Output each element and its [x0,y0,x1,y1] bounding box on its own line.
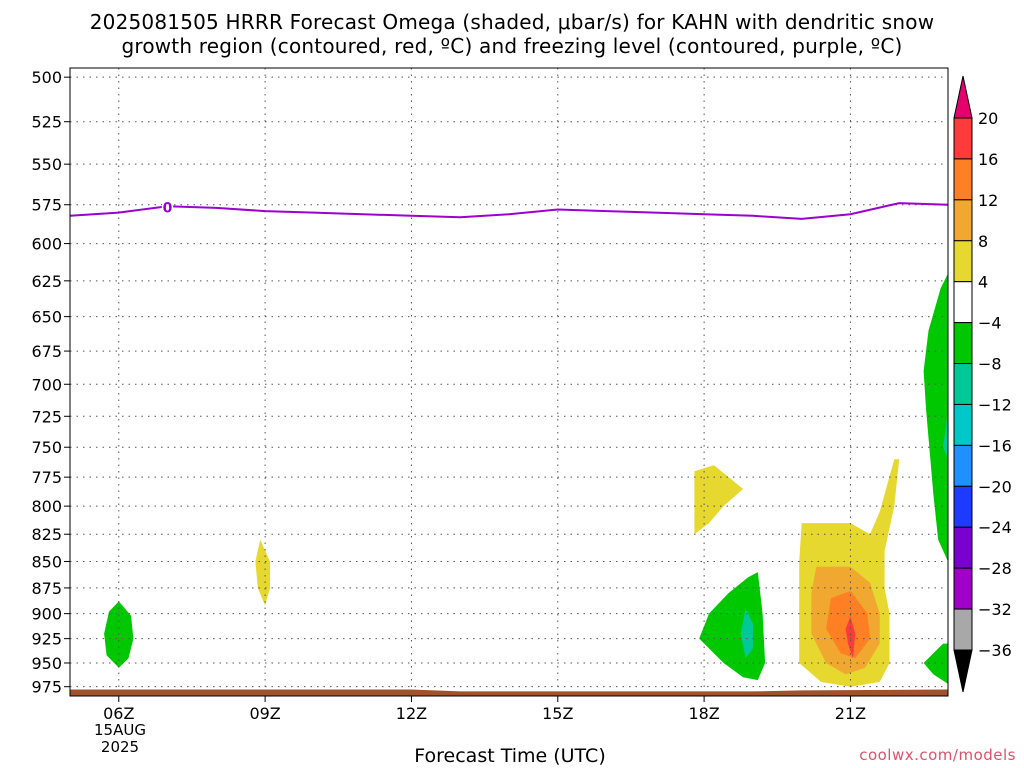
y-tick-label: 575 [31,196,62,215]
colorbar-label: −28 [978,559,1012,578]
colorbar-bottom-arrow [953,649,973,693]
y-tick-label: 525 [31,113,62,132]
y-tick-label: 800 [31,497,62,516]
colorbar-label: −12 [978,395,1012,414]
omega-region-yellow-0900 [255,539,270,606]
ground-surface [70,689,948,696]
colorbar-bin [953,526,973,569]
colorbar-label: 16 [978,150,998,169]
x-tick-label: 06Z [103,704,134,723]
x-tick-label: 12Z [396,704,427,723]
colorbar-bin [953,158,973,201]
omega-region-yellow-1800 [694,465,744,535]
colorbar-label: 8 [978,232,988,251]
omega-region-green-2300-lower [923,643,948,684]
freezing-level: 0 [69,199,949,220]
y-tick-label: 750 [31,438,62,457]
y-tick-label: 975 [31,678,62,697]
y-tick-label: 775 [31,468,62,487]
y-tick-label: 925 [31,630,62,649]
y-tick-label: 675 [31,342,62,361]
omega-region-teal-2300 [943,410,948,460]
y-tick-label: 700 [31,375,62,394]
x-tick-label: 21Z [835,704,866,723]
colorbar-label: −24 [978,518,1012,537]
x-axis: 06Z 09Z 12Z 15Z 18Z 21Z [103,696,866,723]
omega-region-red-2100 [845,616,856,659]
colorbar: 20 16 12 8 4 −4 −8 −12 −16 −20 −24 −28 −32 −36 [953,75,1012,693]
omega-region-teal-1900 [740,608,753,659]
freezing-level-label: 0 [163,200,173,216]
y-tick-label: 725 [31,407,62,426]
x-tick-label: 15Z [542,704,573,723]
y-tick-label: 600 [31,235,62,254]
colorbar-label: −8 [978,355,1002,374]
y-tick-label: 850 [31,552,62,571]
y-tick-label: 950 [31,654,62,673]
x-tick-label: 09Z [249,704,280,723]
plot-frame [69,67,949,697]
y-tick-label: 550 [31,155,62,174]
colorbar-bin [953,567,973,610]
colorbar-bin [953,117,973,160]
colorbar-bin [953,199,973,242]
colorbar-bin [953,444,973,487]
y-axis: 500 525 550 575 600 625 650 675 700 725 750 775 800 8… [31,68,70,697]
y-tick-label: 500 [31,68,62,87]
colorbar-label: −36 [978,641,1012,660]
x-axis-title: Forecast Time (UTC) [414,745,606,767]
colorbar-bin [953,485,973,528]
colorbar-label: 20 [978,109,998,128]
ground-band [70,689,948,696]
colorbar-label: −16 [978,436,1012,455]
site-credit: coolwx.com/models [859,746,1016,764]
y-tick-label: 650 [31,308,62,327]
omega-region-green-1900 [699,572,766,681]
colorbar-bin [953,608,973,651]
date-year-label: 2025 [100,738,140,756]
colorbar-top-arrow [953,75,973,119]
omega-regions [104,273,948,687]
colorbar-bin [953,281,973,324]
colorbar-label: −20 [978,477,1012,496]
colorbar-label: 12 [978,191,998,210]
colorbar-label: −32 [978,600,1012,619]
y-tick-label: 625 [31,272,62,291]
chart-title-line1: 2025081505 HRRR Forecast Omega (shaded, … [89,10,935,34]
omega-region-green-2300-upper [923,273,948,562]
date-day-label: 15AUG [94,721,146,739]
chart-title-line2: growth region (contoured, red, ºC) and f… [121,34,903,58]
y-tick-label: 875 [31,579,62,598]
grid-lines [70,68,948,696]
freezing-level-line [69,202,949,220]
colorbar-bin [953,322,973,365]
colorbar-label: 4 [978,273,988,292]
y-tick-label: 825 [31,525,62,544]
y-tick-label: 900 [31,605,62,624]
colorbar-bin [953,240,973,283]
colorbar-bin [953,363,973,405]
colorbar-label: −4 [978,314,1002,333]
colorbar-bin [953,403,973,446]
x-tick-label: 18Z [688,704,719,723]
